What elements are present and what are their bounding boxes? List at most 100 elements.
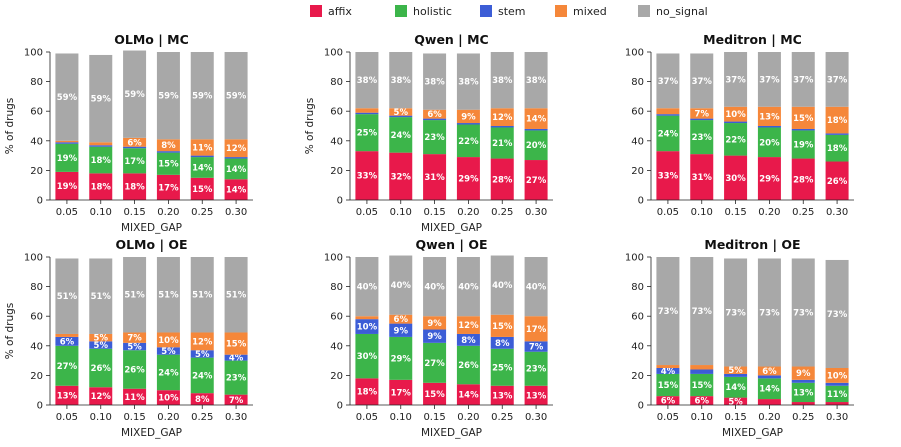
y-tick-label: 60 <box>30 107 43 118</box>
data-label-affix: 17% <box>158 183 179 193</box>
x-tick-label: 0.15 <box>123 412 145 423</box>
y-tick-label: 40 <box>330 341 343 352</box>
data-label-mixed: 12% <box>226 144 247 154</box>
data-label-no_signal: 59% <box>124 90 145 100</box>
data-label-no_signal: 73% <box>759 309 780 319</box>
legend-swatch-no_signal <box>638 5 650 17</box>
data-label-no_signal: 73% <box>827 310 848 320</box>
legend-swatch-mixed <box>555 5 567 17</box>
data-label-holistic: 20% <box>526 141 547 151</box>
data-label-mixed: 12% <box>492 113 513 123</box>
bar-segment-holistic <box>389 117 413 153</box>
bar-segment-stem <box>355 319 379 334</box>
y-tick-label: 0 <box>638 196 644 207</box>
y-tick-label: 80 <box>30 77 43 88</box>
bar-segment-no_signal <box>55 53 79 141</box>
data-label-affix: 10% <box>158 394 179 404</box>
data-label-no_signal: 59% <box>57 93 78 103</box>
data-label-affix: 32% <box>391 172 412 182</box>
data-label-holistic: 18% <box>827 144 848 154</box>
data-label-no_signal: 73% <box>725 309 746 319</box>
legend-swatch-holistic <box>395 5 407 17</box>
y-tick-label: 80 <box>330 282 343 293</box>
data-label-stem: 4% <box>661 367 676 377</box>
bar-segment-mixed <box>456 316 480 334</box>
x-tick-label: 0.10 <box>90 412 112 423</box>
bar-segment-holistic <box>123 350 147 389</box>
data-label-no_signal: 37% <box>793 75 814 85</box>
y-tick-label: 20 <box>30 371 43 382</box>
bar-segment-stem <box>825 133 849 135</box>
panel-title: Meditron | MC <box>703 32 802 47</box>
x-tick-label: 0.30 <box>826 207 848 218</box>
y-tick-label: 60 <box>30 312 43 323</box>
data-label-no_signal: 37% <box>658 77 679 87</box>
bar-segment-affix <box>389 152 413 200</box>
bar-segment-mixed <box>190 139 214 156</box>
data-label-no_signal: 51% <box>226 291 247 301</box>
data-label-mixed: 5% <box>728 366 743 376</box>
bar-segment-affix <box>156 174 180 200</box>
bar-segment-holistic <box>389 336 413 380</box>
bar-segment-mixed <box>355 108 379 113</box>
legend-label-no_signal: no_signal <box>656 5 708 18</box>
bar-segment-no_signal <box>757 52 781 107</box>
bar-segment-no_signal <box>190 257 214 333</box>
bar-segment-affix <box>456 157 480 200</box>
bar-segment-stem <box>224 157 248 159</box>
y-tick-label: 20 <box>631 166 644 177</box>
legend-label-mixed: mixed <box>573 5 607 18</box>
data-label-mixed: 8% <box>161 141 176 151</box>
data-label-stem: 10% <box>357 323 378 333</box>
data-label-mixed: 7% <box>127 334 142 344</box>
bar-segment-affix <box>55 385 79 405</box>
bar-segment-mixed <box>656 108 680 115</box>
bar-segment-affix <box>190 177 214 200</box>
bar-segment-mixed <box>791 106 815 129</box>
data-label-mixed: 9% <box>427 319 442 329</box>
bar-segment-stem <box>791 128 815 131</box>
bar-segment-holistic <box>355 114 379 152</box>
y-tick-label: 40 <box>631 136 644 147</box>
data-label-no_signal: 40% <box>357 283 378 293</box>
data-label-holistic: 22% <box>458 137 479 147</box>
panel-title: Meditron | OE <box>704 237 800 252</box>
data-label-mixed: 6% <box>762 367 777 377</box>
bar-segment-mixed <box>656 365 680 368</box>
bar-segment-no_signal <box>123 50 147 138</box>
data-label-affix: 31% <box>692 173 713 183</box>
legend-item-stem: stem <box>480 5 526 18</box>
y-axis-label: % of drugs <box>4 303 16 360</box>
data-label-no_signal: 73% <box>793 309 814 319</box>
data-label-no_signal: 37% <box>759 75 780 85</box>
data-label-mixed: 7% <box>695 109 710 119</box>
bar-segment-mixed <box>423 109 447 119</box>
data-label-holistic: 30% <box>357 352 378 362</box>
y-tick-label: 100 <box>24 253 43 264</box>
y-tick-label: 100 <box>625 48 644 59</box>
bar-segment-mixed <box>389 314 413 324</box>
bar-segment-holistic <box>690 373 714 397</box>
bar-segment-holistic <box>190 357 214 394</box>
bar-segment-affix <box>355 151 379 200</box>
x-tick-label: 0.15 <box>724 207 746 218</box>
data-label-mixed: 6% <box>394 315 409 325</box>
bar-segment-no_signal <box>55 258 79 334</box>
data-label-holistic: 26% <box>458 361 479 371</box>
data-label-affix: 33% <box>357 172 378 182</box>
data-label-holistic: 21% <box>492 139 513 149</box>
bar-segment-stem <box>656 114 680 116</box>
data-label-affix: 8% <box>195 395 210 405</box>
data-label-stem: 5% <box>161 347 176 357</box>
bar-segment-affix <box>524 385 548 405</box>
data-label-mixed: 15% <box>793 114 814 124</box>
data-label-no_signal: 38% <box>458 78 479 88</box>
bar-segment-no_signal <box>89 258 113 334</box>
bar-segment-mixed <box>490 108 514 126</box>
data-label-mixed: 14% <box>526 115 547 125</box>
bar-segment-stem <box>55 142 79 144</box>
data-label-holistic: 14% <box>192 163 213 173</box>
bar-segment-no_signal <box>690 53 714 109</box>
bar-segment-holistic <box>55 345 79 386</box>
